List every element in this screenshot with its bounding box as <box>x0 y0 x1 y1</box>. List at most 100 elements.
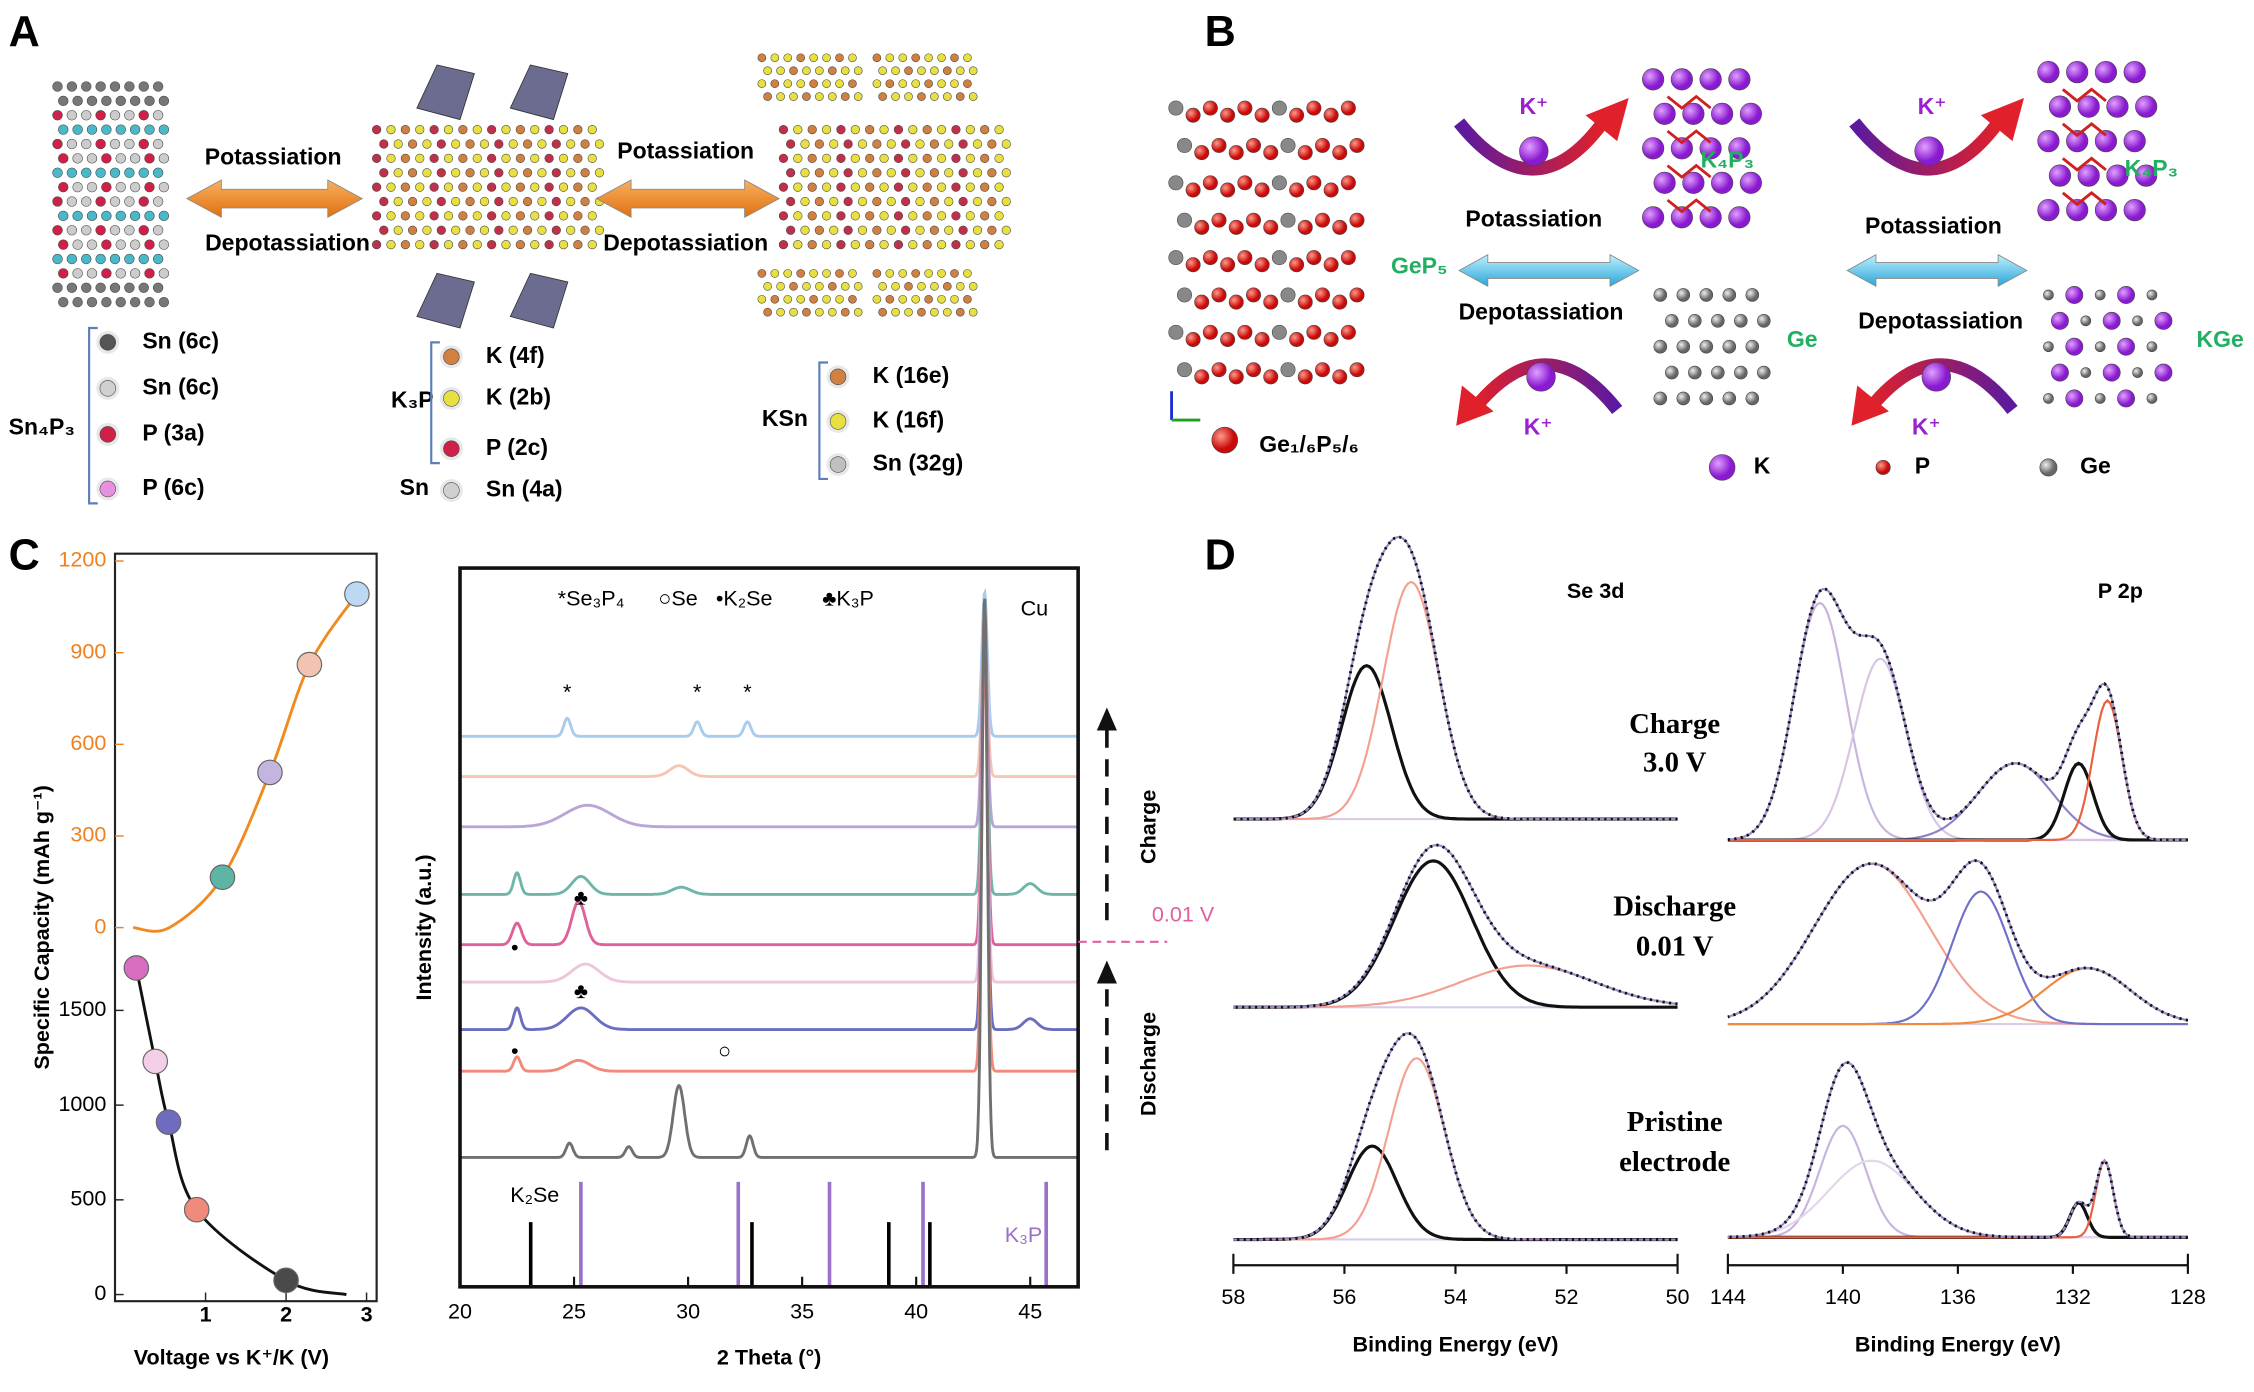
process-label: Potassiation <box>1865 212 2002 238</box>
legend-label: Ge <box>2080 453 2111 479</box>
structure-atom <box>1739 102 1762 125</box>
structure-atom <box>836 153 846 163</box>
structure-atom <box>968 92 978 101</box>
structure-atom <box>530 211 540 221</box>
structure-atom <box>770 79 780 88</box>
structure-atom <box>950 79 959 88</box>
structure-atom <box>1711 171 1734 194</box>
double-arrow <box>595 179 781 219</box>
structure-atom <box>443 211 454 221</box>
structure-atom <box>1254 332 1270 347</box>
structure-atom <box>807 153 817 163</box>
structure-atom <box>789 92 798 101</box>
structure-atom <box>494 196 504 207</box>
structure-atom <box>86 296 98 308</box>
x-tick-label: 45 <box>1018 1298 1042 1323</box>
structure-atom <box>802 92 811 101</box>
y2-tick-label: 300 <box>70 822 106 847</box>
structure-atom <box>770 294 780 304</box>
structure-atom <box>2106 95 2129 118</box>
structure-atom <box>129 268 141 279</box>
x-tick-label: 54 <box>1443 1284 1467 1309</box>
data-point <box>296 651 323 678</box>
structure-atom <box>822 269 831 278</box>
structure-atom <box>936 153 947 163</box>
structure-atom <box>822 79 831 88</box>
structure-atom <box>2094 289 2106 301</box>
bond <box>1666 94 1712 110</box>
structure-atom <box>815 92 824 101</box>
structure-atom <box>891 66 900 76</box>
structure-atom <box>924 53 933 63</box>
structure-atom <box>917 307 926 317</box>
site-dot <box>443 390 460 407</box>
structure-atom <box>968 281 978 291</box>
structure-atom <box>770 53 780 63</box>
structure-atom <box>2117 286 2135 304</box>
structure-atom <box>458 182 468 192</box>
structure-atom <box>400 153 410 163</box>
structure-atom <box>783 79 793 88</box>
structure-atom <box>129 95 141 107</box>
polyhedron <box>509 272 569 329</box>
structure-atom <box>522 196 533 207</box>
xrd-trace <box>460 611 1078 829</box>
structure-atom <box>101 124 112 135</box>
structure-atom <box>465 196 475 207</box>
structure-atom <box>809 294 818 304</box>
structure-atom <box>2043 341 2054 353</box>
structure-atom <box>1263 145 1279 161</box>
x-tick-label: 58 <box>1221 1284 1245 1309</box>
structure-atom <box>1001 225 1011 235</box>
structure-atom <box>908 182 918 192</box>
legend-item: *Se₃P₄ <box>558 585 625 610</box>
structure-atom <box>95 138 106 150</box>
structure-atom <box>1211 137 1227 153</box>
y-tick-label: 1500 <box>58 996 106 1021</box>
legend-item: ♣K₃P <box>822 585 874 610</box>
structure-atom <box>853 281 863 291</box>
structure-atom <box>1185 332 1201 347</box>
structure-atom <box>835 79 844 88</box>
structure-atom <box>95 196 106 207</box>
structure-atom <box>917 66 926 76</box>
structure-atom <box>901 168 911 178</box>
structure-atom <box>573 125 583 135</box>
structure-atom <box>950 269 959 278</box>
structure-atom <box>929 139 939 149</box>
structure-atom <box>144 268 155 279</box>
structure-atom <box>472 182 482 192</box>
structure-atom <box>1263 369 1279 385</box>
structure-atom <box>843 225 853 235</box>
structure-atom <box>944 225 954 235</box>
structure-atom <box>865 182 875 192</box>
envelope <box>1233 1032 1678 1241</box>
structure-atom <box>95 282 106 293</box>
structure-atom <box>1280 212 1296 228</box>
structure-atom <box>898 269 908 278</box>
state-label: Charge <box>1629 708 1720 740</box>
phase-name: K₄P₃ <box>1701 146 1755 172</box>
structure-atom <box>1699 68 1722 91</box>
structure-atom <box>911 294 921 304</box>
structure-atom <box>436 139 446 149</box>
structure-atom <box>129 124 141 135</box>
structure-atom <box>479 168 490 178</box>
structure-atom <box>893 240 904 250</box>
structure-atom <box>109 81 121 92</box>
structure-atom <box>52 225 63 236</box>
structure-atom <box>1332 294 1348 310</box>
structure-atom <box>1711 102 1734 125</box>
structure-atom <box>829 196 839 207</box>
structure-atom <box>86 268 98 279</box>
structure-atom <box>487 211 497 221</box>
structure-atom <box>115 124 126 135</box>
structure-atom <box>1323 182 1339 198</box>
structure-atom <box>857 168 868 178</box>
structure-atom <box>807 211 817 221</box>
legend-label: K <box>1754 453 1771 479</box>
structure-atom <box>144 296 155 308</box>
structure-atom <box>494 168 504 178</box>
structure-atom <box>886 168 896 178</box>
structure-atom <box>809 79 818 88</box>
